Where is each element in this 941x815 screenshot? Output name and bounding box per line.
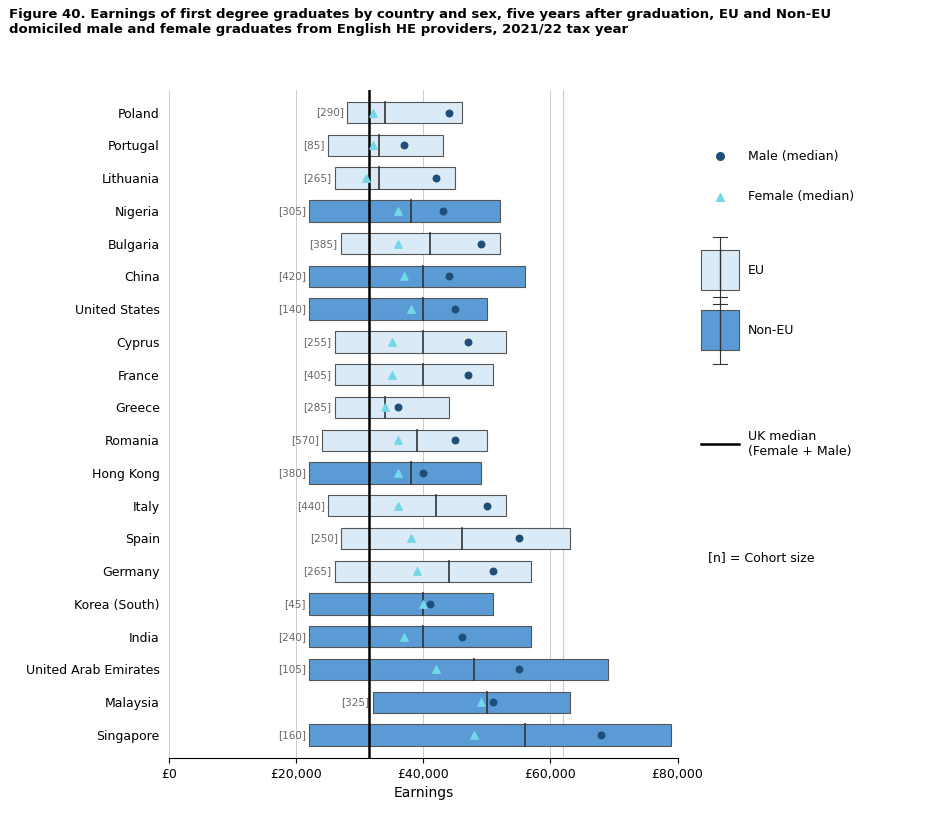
- Point: [416, 597, 431, 610]
- X-axis label: Earnings: Earnings: [393, 786, 454, 800]
- Text: [255]: [255]: [303, 337, 331, 347]
- Bar: [373, 692, 569, 713]
- Point: [397, 630, 412, 643]
- Text: [305]: [305]: [278, 206, 306, 216]
- Bar: [309, 593, 493, 615]
- Point: [397, 139, 412, 152]
- Text: [285]: [285]: [303, 403, 331, 412]
- Bar: [341, 233, 500, 254]
- Text: [250]: [250]: [310, 534, 338, 544]
- Bar: [341, 528, 569, 549]
- Text: [n] = Cohort size: [n] = Cohort size: [709, 551, 815, 564]
- Text: [85]: [85]: [304, 140, 325, 150]
- Point: [377, 401, 393, 414]
- Point: [511, 532, 526, 545]
- Bar: [309, 725, 671, 746]
- Bar: [309, 626, 532, 647]
- Bar: [328, 134, 442, 156]
- Point: [365, 139, 380, 152]
- Point: [384, 336, 399, 349]
- Text: [265]: [265]: [303, 173, 331, 183]
- Text: [140]: [140]: [278, 304, 306, 314]
- Bar: [334, 331, 506, 353]
- Bar: [309, 462, 481, 483]
- Point: [712, 190, 727, 203]
- Point: [473, 237, 488, 250]
- Point: [441, 106, 456, 119]
- Point: [448, 302, 463, 315]
- Point: [403, 532, 418, 545]
- Bar: [701, 250, 739, 290]
- Text: [440]: [440]: [297, 500, 325, 511]
- Point: [391, 434, 406, 447]
- Text: [265]: [265]: [303, 566, 331, 576]
- Text: [380]: [380]: [278, 468, 306, 478]
- Point: [428, 663, 444, 676]
- Point: [391, 401, 406, 414]
- Point: [435, 205, 450, 218]
- Point: [359, 172, 374, 185]
- Bar: [328, 495, 506, 517]
- Bar: [334, 561, 532, 582]
- Text: UK median
(Female + Male): UK median (Female + Male): [748, 430, 852, 458]
- Text: [240]: [240]: [278, 632, 306, 641]
- Text: [325]: [325]: [342, 698, 370, 707]
- Point: [423, 597, 438, 610]
- Bar: [334, 364, 493, 385]
- Point: [397, 270, 412, 283]
- Point: [391, 499, 406, 512]
- Point: [486, 696, 501, 709]
- Point: [391, 466, 406, 479]
- Text: Figure 40. Earnings of first degree graduates by country and sex, five years aft: Figure 40. Earnings of first degree grad…: [9, 8, 832, 36]
- Bar: [334, 397, 449, 418]
- Point: [416, 466, 431, 479]
- Point: [448, 434, 463, 447]
- Point: [467, 729, 482, 742]
- Point: [409, 565, 424, 578]
- Point: [365, 106, 380, 119]
- Point: [594, 729, 609, 742]
- Bar: [309, 298, 487, 319]
- Point: [454, 630, 469, 643]
- Point: [473, 696, 488, 709]
- Text: EU: EU: [748, 263, 765, 276]
- Point: [479, 499, 495, 512]
- Text: [570]: [570]: [291, 435, 319, 445]
- Point: [428, 172, 444, 185]
- Bar: [701, 311, 739, 350]
- Point: [460, 368, 475, 381]
- Bar: [322, 430, 487, 451]
- Text: [290]: [290]: [316, 108, 344, 117]
- Point: [486, 565, 501, 578]
- Bar: [309, 266, 525, 287]
- Bar: [309, 200, 500, 222]
- Text: [160]: [160]: [278, 730, 306, 740]
- Text: Male (median): Male (median): [748, 150, 838, 163]
- Point: [384, 368, 399, 381]
- Point: [511, 663, 526, 676]
- Text: [385]: [385]: [310, 239, 338, 249]
- Text: Non-EU: Non-EU: [748, 324, 794, 337]
- Point: [441, 270, 456, 283]
- Bar: [347, 102, 461, 123]
- Text: [405]: [405]: [303, 370, 331, 380]
- Text: [105]: [105]: [278, 664, 306, 675]
- Point: [712, 150, 727, 163]
- Point: [403, 302, 418, 315]
- Text: [45]: [45]: [284, 599, 306, 609]
- Point: [460, 336, 475, 349]
- Point: [391, 237, 406, 250]
- Point: [391, 205, 406, 218]
- Text: [420]: [420]: [278, 271, 306, 281]
- Text: Female (median): Female (median): [748, 190, 854, 203]
- Bar: [334, 167, 455, 189]
- Bar: [309, 659, 608, 681]
